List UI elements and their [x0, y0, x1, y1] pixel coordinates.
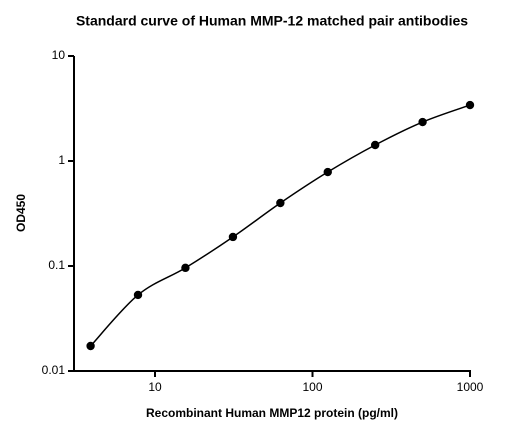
point [228, 232, 238, 242]
x-tick-label: 1000 [457, 380, 484, 394]
y-tick-label: 1 [58, 153, 65, 167]
y-axis-label: OD450 [14, 194, 28, 232]
y-tick-label: 10 [52, 48, 66, 62]
fit-curve [90, 104, 471, 347]
y-tick-label: 0.1 [48, 258, 65, 272]
point [276, 198, 285, 208]
chart-title: Standard curve of Human MMP-12 matched p… [76, 13, 468, 29]
point [370, 140, 380, 150]
y-tick-label: 0.01 [42, 363, 66, 377]
x-axis-label: Recombinant Human MMP12 protein (pg/ml) [146, 406, 398, 420]
x-tick-label: 10 [148, 380, 162, 394]
point [418, 117, 427, 127]
point [181, 263, 190, 273]
point [86, 341, 95, 351]
point [133, 290, 143, 300]
point [465, 100, 475, 110]
x-tick-label: 100 [302, 380, 322, 394]
point [323, 167, 332, 177]
